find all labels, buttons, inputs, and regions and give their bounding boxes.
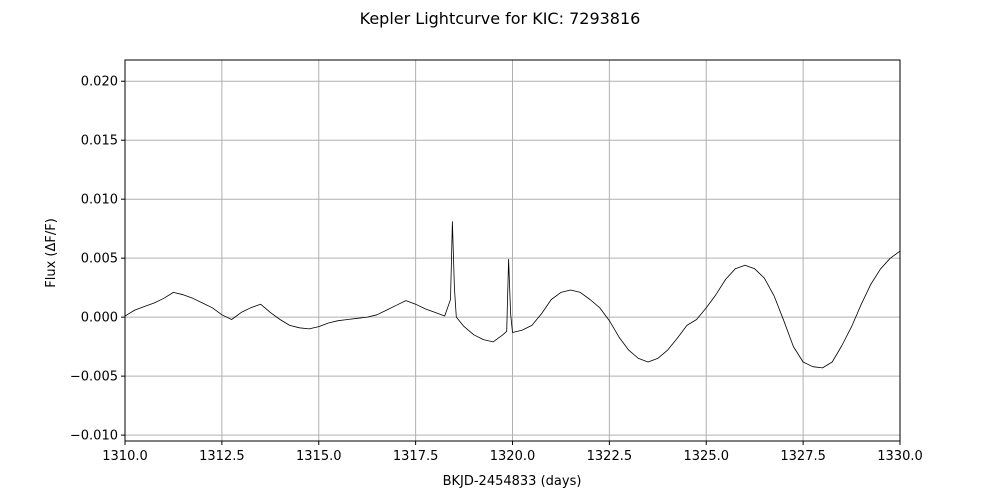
x-tick-label: 1317.5 xyxy=(393,449,439,464)
x-tick-label: 1327.5 xyxy=(780,449,826,464)
y-tick-label: −0.005 xyxy=(70,370,118,385)
x-tick-label: 1322.5 xyxy=(587,449,633,464)
y-tick-label: 0.010 xyxy=(81,193,118,208)
x-tick-label: 1312.5 xyxy=(199,449,245,464)
series-layer xyxy=(124,221,901,369)
y-axis: −0.010 −0.005 0.000 0.005 0.010 0.015 0.020 xyxy=(70,75,125,444)
flux-series-line xyxy=(124,221,901,369)
y-tick-label: 0.005 xyxy=(81,252,118,267)
x-tick-label: 1330.0 xyxy=(877,449,923,464)
x-axis-label: BKJD-2454833 (days) xyxy=(443,474,582,489)
x-tick-label: 1310.0 xyxy=(102,449,148,464)
y-tick-label: 0.000 xyxy=(81,311,118,326)
grid xyxy=(124,60,901,441)
chart-title: Kepler Lightcurve for KIC: 7293816 xyxy=(360,9,641,28)
y-tick-label: 0.020 xyxy=(81,75,118,90)
y-axis-label: Flux (ΔF/F) xyxy=(44,218,59,288)
x-tick-label: 1325.0 xyxy=(684,449,730,464)
x-axis: 1310.0 1312.5 1315.0 1317.5 1320.0 1322.5 1325… xyxy=(102,441,923,464)
x-tick-label: 1315.0 xyxy=(296,449,342,464)
x-tick-label: 1320.0 xyxy=(490,449,536,464)
y-tick-label: −0.010 xyxy=(70,429,118,444)
y-tick-label: 0.015 xyxy=(81,134,118,149)
